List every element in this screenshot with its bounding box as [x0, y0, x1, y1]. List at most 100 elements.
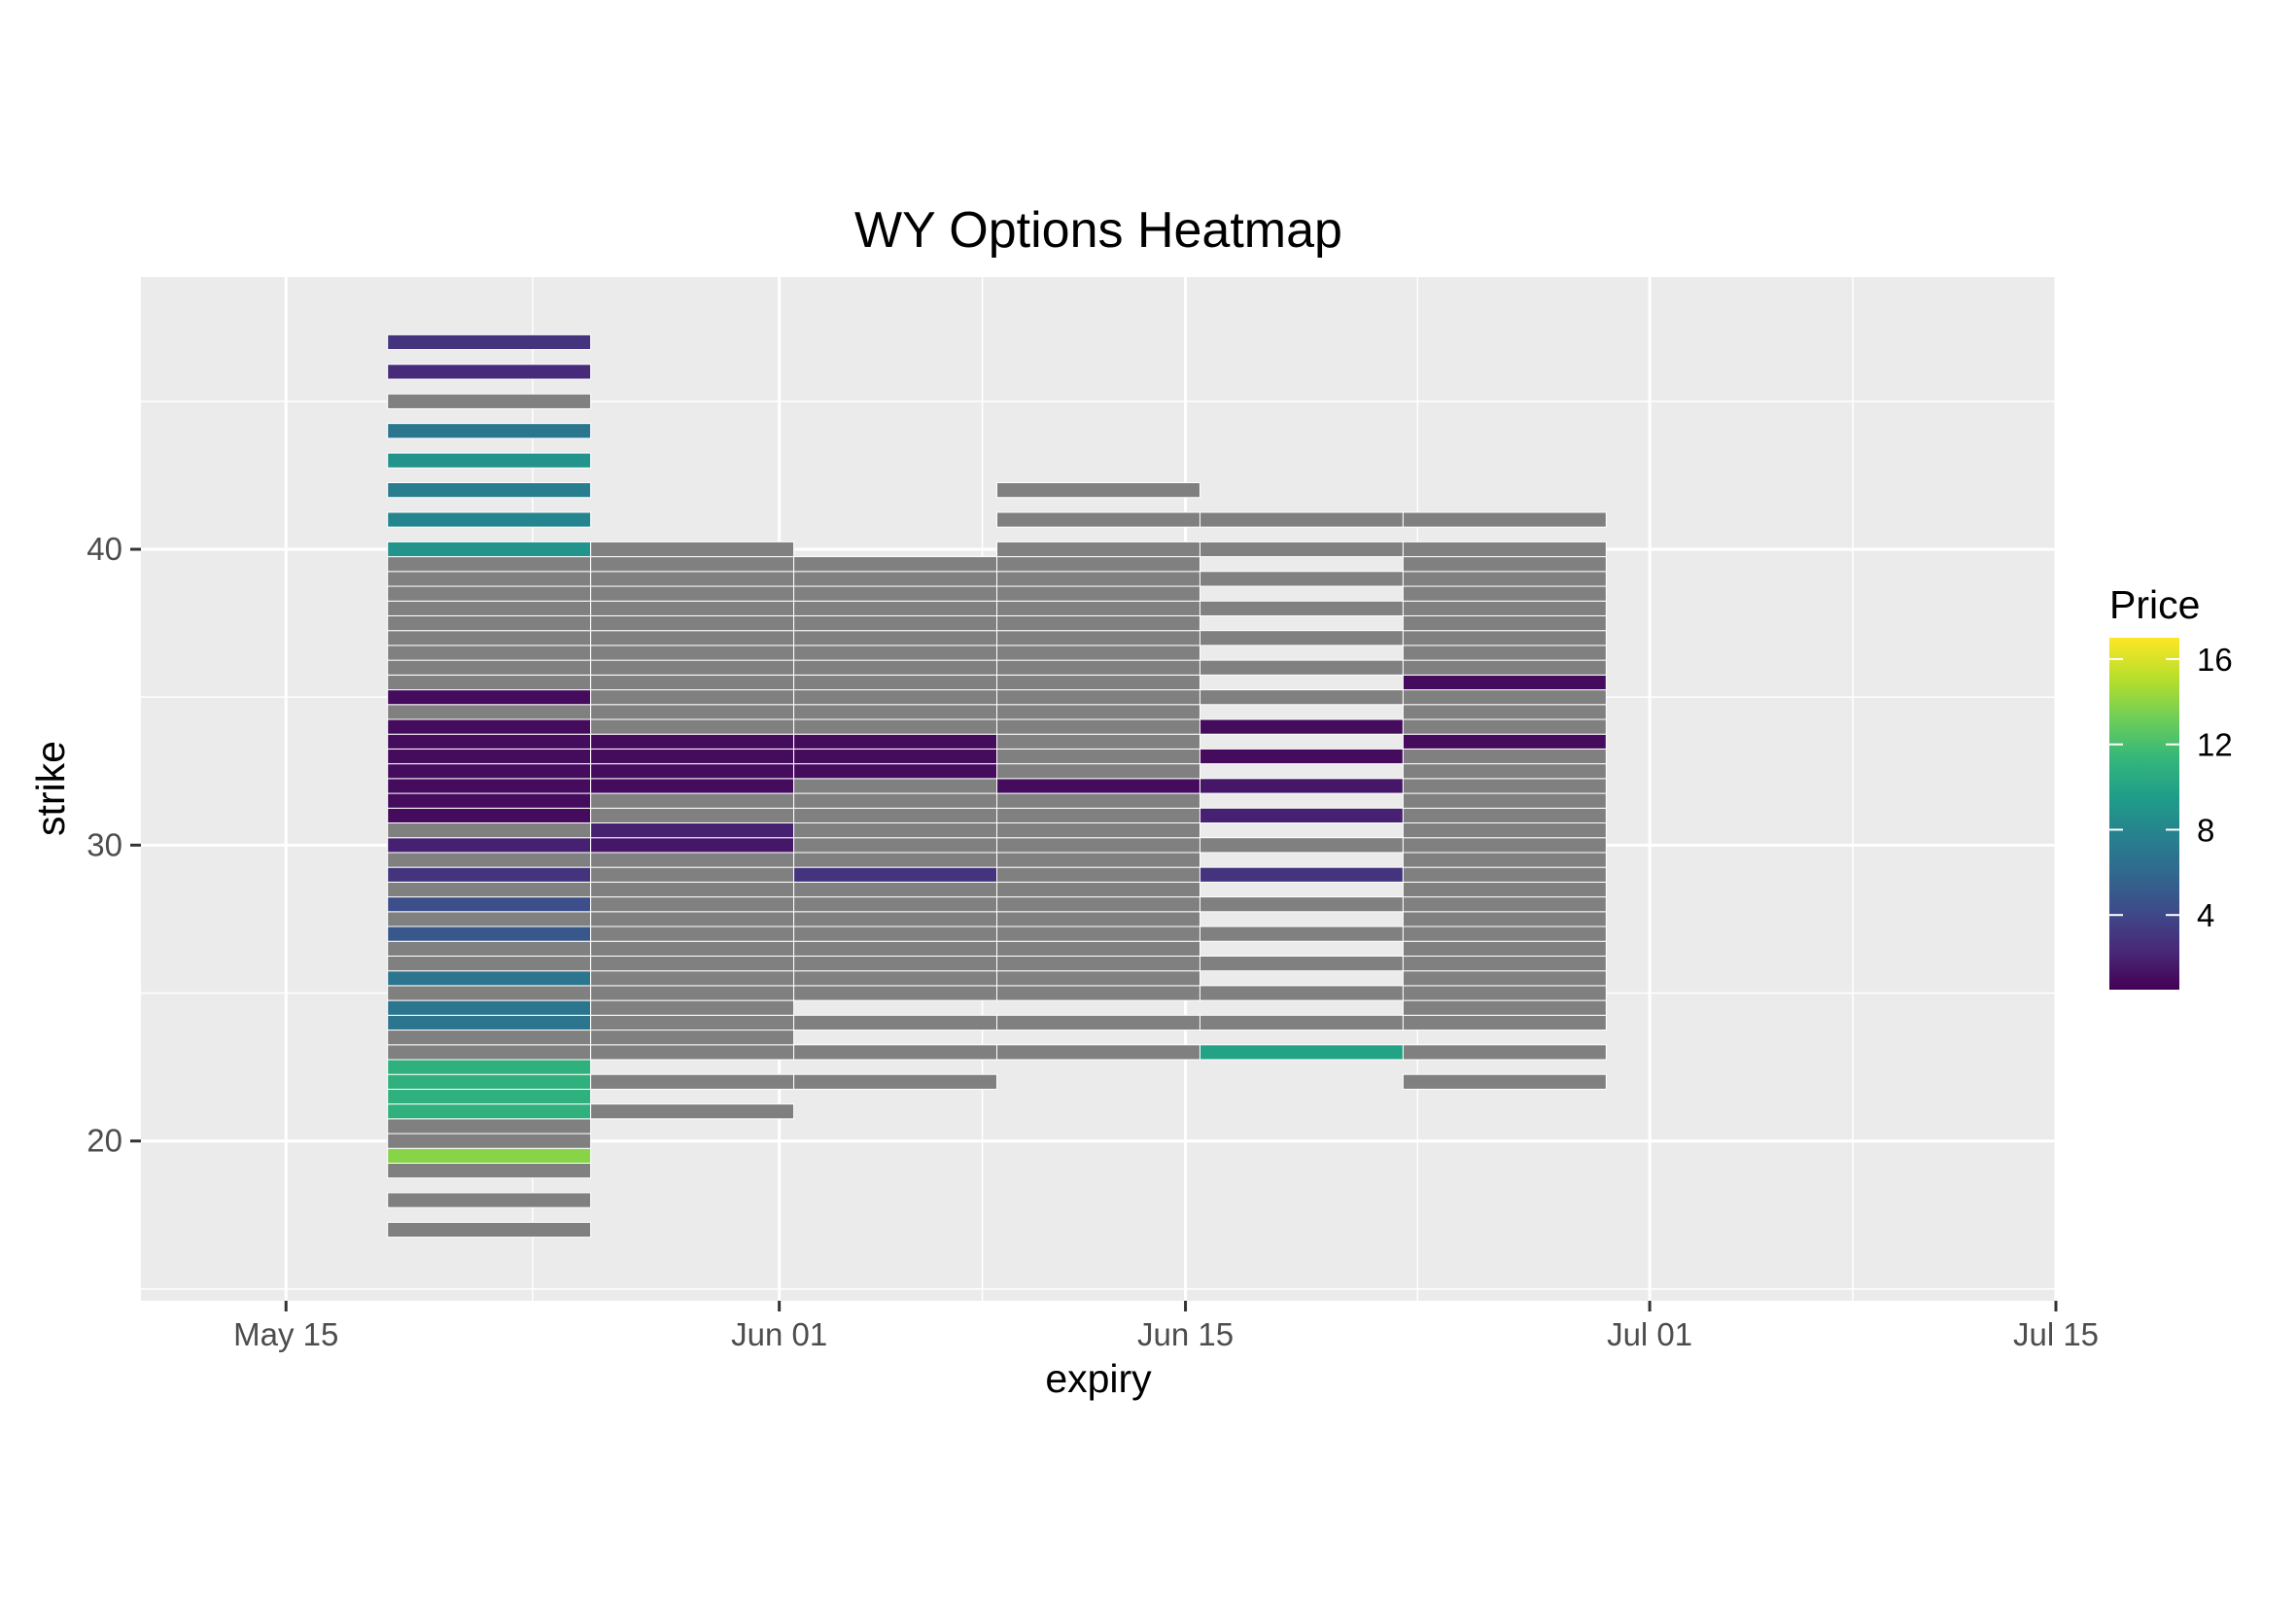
heatmap-tile [1199, 659, 1404, 676]
heatmap-tile [387, 807, 592, 824]
heatmap-tile [590, 1030, 795, 1046]
heatmap-tile [1402, 866, 1607, 883]
heatmap-tile [590, 822, 795, 839]
heatmap-tile [590, 1073, 795, 1090]
heatmap-tile [590, 807, 795, 824]
heatmap-tile [590, 630, 795, 646]
heatmap-tile [996, 763, 1200, 780]
heatmap-tile [1199, 778, 1404, 794]
heatmap-tile [1199, 926, 1404, 942]
heatmap-tile [387, 896, 592, 913]
legend-tick-label: 12 [2197, 727, 2233, 763]
heatmap-tile [1199, 1014, 1404, 1031]
heatmap-tile [387, 659, 592, 676]
heatmap-tile [590, 614, 795, 632]
heatmap-tile [590, 585, 795, 602]
heatmap-tile [387, 837, 592, 854]
heatmap-tile [996, 748, 1200, 765]
heatmap-tile [793, 926, 998, 942]
heatmap-tile [590, 659, 795, 676]
heatmap-tile [1402, 792, 1607, 809]
heatmap-tile [793, 896, 998, 913]
heatmap-tile [387, 482, 592, 499]
heatmap-tile [996, 970, 1200, 987]
heatmap-tile [996, 733, 1200, 750]
heatmap-tile [1402, 748, 1607, 765]
heatmap-tile [590, 718, 795, 735]
heatmap-tile [996, 807, 1200, 824]
heatmap-tile [1402, 689, 1607, 706]
legend-tick-label: 8 [2197, 812, 2214, 848]
x-tick-label: Jun 15 [1137, 1316, 1234, 1352]
heatmap-tile [996, 940, 1200, 957]
heatmap-tile [1402, 852, 1607, 868]
heatmap-tile [1402, 778, 1607, 794]
heatmap-tile [387, 1118, 592, 1135]
heatmap-tile [590, 778, 795, 794]
heatmap-tile [1402, 837, 1607, 854]
x-tick-label: May 15 [233, 1316, 338, 1352]
heatmap-tile [590, 955, 795, 972]
heatmap-tile [1402, 807, 1607, 824]
heatmap-tile [1199, 1044, 1404, 1061]
heatmap-tile [793, 822, 998, 839]
heatmap-tile [387, 866, 592, 883]
heatmap-tile [996, 866, 1200, 883]
y-axis-title: strike [28, 741, 73, 836]
heatmap-tile [1402, 955, 1607, 972]
heatmap-tile [996, 926, 1200, 942]
heatmap-tile [996, 704, 1200, 720]
heatmap-tile [793, 852, 998, 868]
heatmap-tile [387, 704, 592, 720]
heatmap-tile [387, 511, 592, 528]
heatmap-tile [793, 792, 998, 809]
x-axis: May 15 Jun 01 Jun 15 Jul 01 Jul 15 [233, 1301, 2099, 1352]
heatmap-tile [387, 1103, 592, 1120]
heatmap-tile [1402, 704, 1607, 720]
heatmap-tile [387, 571, 592, 587]
heatmap-tile [387, 940, 592, 957]
heatmap-tile [387, 926, 592, 942]
legend-title: Price [2109, 582, 2200, 627]
heatmap-tile [1402, 985, 1607, 1001]
heatmap-tile [996, 792, 1200, 809]
heatmap-tile [1402, 911, 1607, 927]
y-tick-label: 20 [87, 1123, 122, 1159]
heatmap-tile [387, 364, 592, 380]
heatmap-tile [793, 704, 998, 720]
heatmap-tile [387, 333, 592, 351]
heatmap-tile [387, 985, 592, 1001]
heatmap-tile [387, 911, 592, 927]
heatmap-tile [387, 718, 592, 735]
heatmap-tile [996, 585, 1200, 602]
heatmap-tile [387, 763, 592, 780]
heatmap-tile [590, 704, 795, 720]
heatmap-tile [387, 541, 592, 558]
heatmap-tile [590, 600, 795, 616]
heatmap-tile [996, 911, 1200, 927]
heatmap-tile [387, 792, 592, 809]
heatmap-tile [1402, 585, 1607, 602]
heatmap-tile [793, 1073, 998, 1090]
heatmap-tile [590, 645, 795, 661]
heatmap-tile [590, 985, 795, 1001]
heatmap-tile [793, 600, 998, 616]
heatmap-tile [996, 600, 1200, 616]
heatmap-tile [387, 1192, 592, 1208]
heatmap-tile [590, 763, 795, 780]
heatmap-tile [793, 866, 998, 883]
heatmap-tile [793, 985, 998, 1001]
heatmap-tile [996, 1044, 1200, 1061]
heatmap-tile [1199, 866, 1404, 883]
heatmap-tile [793, 630, 998, 646]
heatmap-tile [1199, 571, 1404, 587]
legend-tick-label: 4 [2197, 897, 2214, 933]
heatmap-tile [1402, 896, 1607, 913]
heatmap-tile [387, 970, 592, 987]
x-tick-label: Jun 01 [731, 1316, 827, 1352]
heatmap-tile [1402, 659, 1607, 676]
heatmap-tile [387, 748, 592, 765]
heatmap-tile [996, 659, 1200, 676]
heatmap-tile [1402, 718, 1607, 735]
